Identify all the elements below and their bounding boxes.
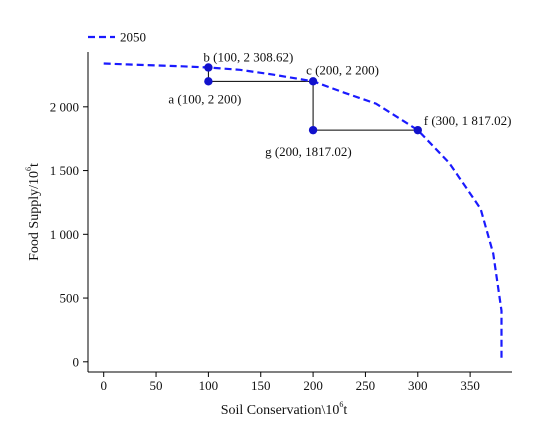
series-line-2050 [103,62,503,362]
x-tick-label: 200 [303,378,323,393]
y-tick-label: 0 [73,354,80,369]
x-tick-label: 250 [356,378,376,393]
point-f [413,125,422,135]
y-axis-title-sup: 6 [24,167,33,171]
point-b [204,63,213,72]
point-a [204,77,213,86]
axes: 0 50 100 150 200 250 300 350 0 500 1 000 1 500 2 000… [24,52,512,418]
y-axis-title: Food Supply/106t [24,163,42,261]
point-label-g: g (200, 1817.02) [265,144,352,159]
legend: 2050 [88,30,146,45]
x-axis-title-unit: t [343,403,347,418]
point-g [308,125,318,135]
y-axis-title-main: Food Supply/10 [27,171,42,261]
point-c [308,77,318,86]
x-tick-label: 300 [408,378,428,393]
x-tick-label: 100 [199,378,219,393]
x-axis-title-sup: 6 [339,400,343,409]
legend-label-2050: 2050 [120,30,146,45]
point-label-f: f (300, 1 817.02) [424,113,512,128]
x-tick-label: 350 [460,378,480,393]
point-label-b: b (100, 2 308.62) [203,49,293,64]
y-tick-label: 1 500 [50,163,79,178]
x-tick-label: 150 [251,378,271,393]
y-tick-label: 1 000 [50,227,79,242]
x-axis-title: Soil Conservation\106t [221,400,348,418]
y-tick-label: 500 [60,291,80,306]
series-group [103,62,503,362]
y-axis-title-unit: t [27,163,42,167]
x-tick-label: 0 [100,378,107,393]
x-axis-title-main: Soil Conservation\10 [221,403,340,418]
annotated-points: b (100, 2 308.62) a (100, 2 200) c (200, 2… [168,49,511,159]
x-tick-label: 50 [150,378,163,393]
point-label-a: a (100, 2 200) [168,91,241,106]
point-label-c: c (200, 2 200) [306,62,379,77]
y-tick-label: 2 000 [50,99,79,114]
